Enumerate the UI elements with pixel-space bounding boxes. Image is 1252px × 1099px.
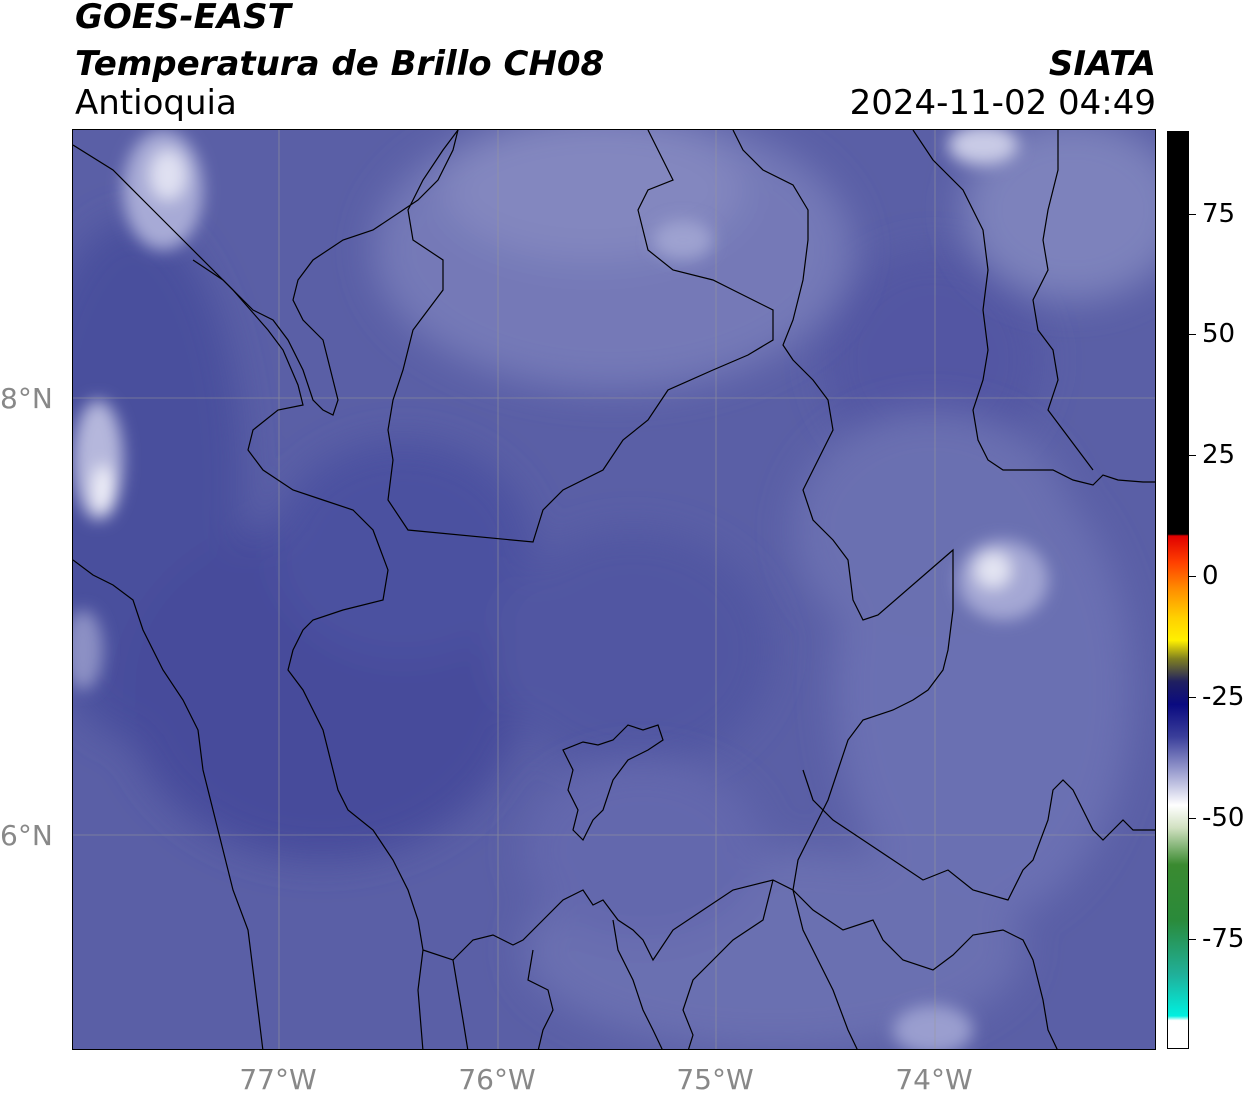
region-subtitle: Antioquia bbox=[75, 83, 237, 123]
coastline bbox=[73, 144, 424, 1049]
lon-label-75w: 75°W bbox=[676, 1063, 754, 1096]
satellite-title: GOES-EAST bbox=[75, 0, 291, 37]
municipal-enclave bbox=[562, 724, 664, 842]
colorbar-tick bbox=[1189, 334, 1196, 335]
lat-label-8n: 8°N bbox=[0, 382, 53, 415]
dept-border-north bbox=[387, 130, 774, 543]
lon-label-76w: 76°W bbox=[458, 1063, 536, 1096]
dept-border-east bbox=[732, 130, 954, 1049]
lat-label-6n: 6°N bbox=[0, 819, 53, 852]
dept-border-south bbox=[422, 879, 1058, 1049]
colorbar-tick bbox=[1189, 455, 1196, 456]
dept-border-southeast bbox=[802, 769, 1155, 901]
timestamp-label: 2024-11-02 04:49 bbox=[849, 83, 1156, 123]
cold-regions bbox=[73, 220, 1043, 860]
colorbar-label: 75 bbox=[1202, 199, 1236, 229]
brightness-temperature-map bbox=[72, 129, 1156, 1050]
colorbar bbox=[1167, 131, 1189, 1049]
municipal-border-south bbox=[452, 879, 774, 1049]
colorbar-label: 25 bbox=[1202, 440, 1236, 470]
colorbar-label: -25 bbox=[1202, 682, 1245, 712]
colorbar-tick bbox=[1189, 576, 1196, 577]
political-borders bbox=[73, 130, 1155, 1049]
bright-spots bbox=[73, 130, 1048, 1049]
coastline-west bbox=[73, 559, 264, 1049]
gulf-coast bbox=[192, 130, 459, 416]
colorbar-tick bbox=[1189, 818, 1196, 819]
dept-border-northeast bbox=[912, 130, 1155, 486]
lon-label-77w: 77°W bbox=[239, 1063, 317, 1096]
warm-regions bbox=[373, 130, 1155, 1049]
product-title: Temperatura de Brillo CH08 bbox=[75, 44, 605, 84]
colorbar-tick bbox=[1189, 214, 1196, 215]
colorbar-label: -50 bbox=[1202, 803, 1245, 833]
gridlines bbox=[73, 130, 1155, 1049]
colorbar-label: 0 bbox=[1202, 561, 1219, 591]
lon-label-74w: 74°W bbox=[895, 1063, 973, 1096]
colorbar-tick bbox=[1189, 939, 1196, 940]
municipal-border-southwest bbox=[527, 949, 554, 1049]
agency-label: SIATA bbox=[1048, 44, 1156, 84]
colorbar-label: 50 bbox=[1202, 319, 1236, 349]
colorbar-label: -75 bbox=[1202, 924, 1245, 954]
dept-border-river bbox=[1032, 130, 1094, 471]
colorbar-tick bbox=[1189, 697, 1196, 698]
